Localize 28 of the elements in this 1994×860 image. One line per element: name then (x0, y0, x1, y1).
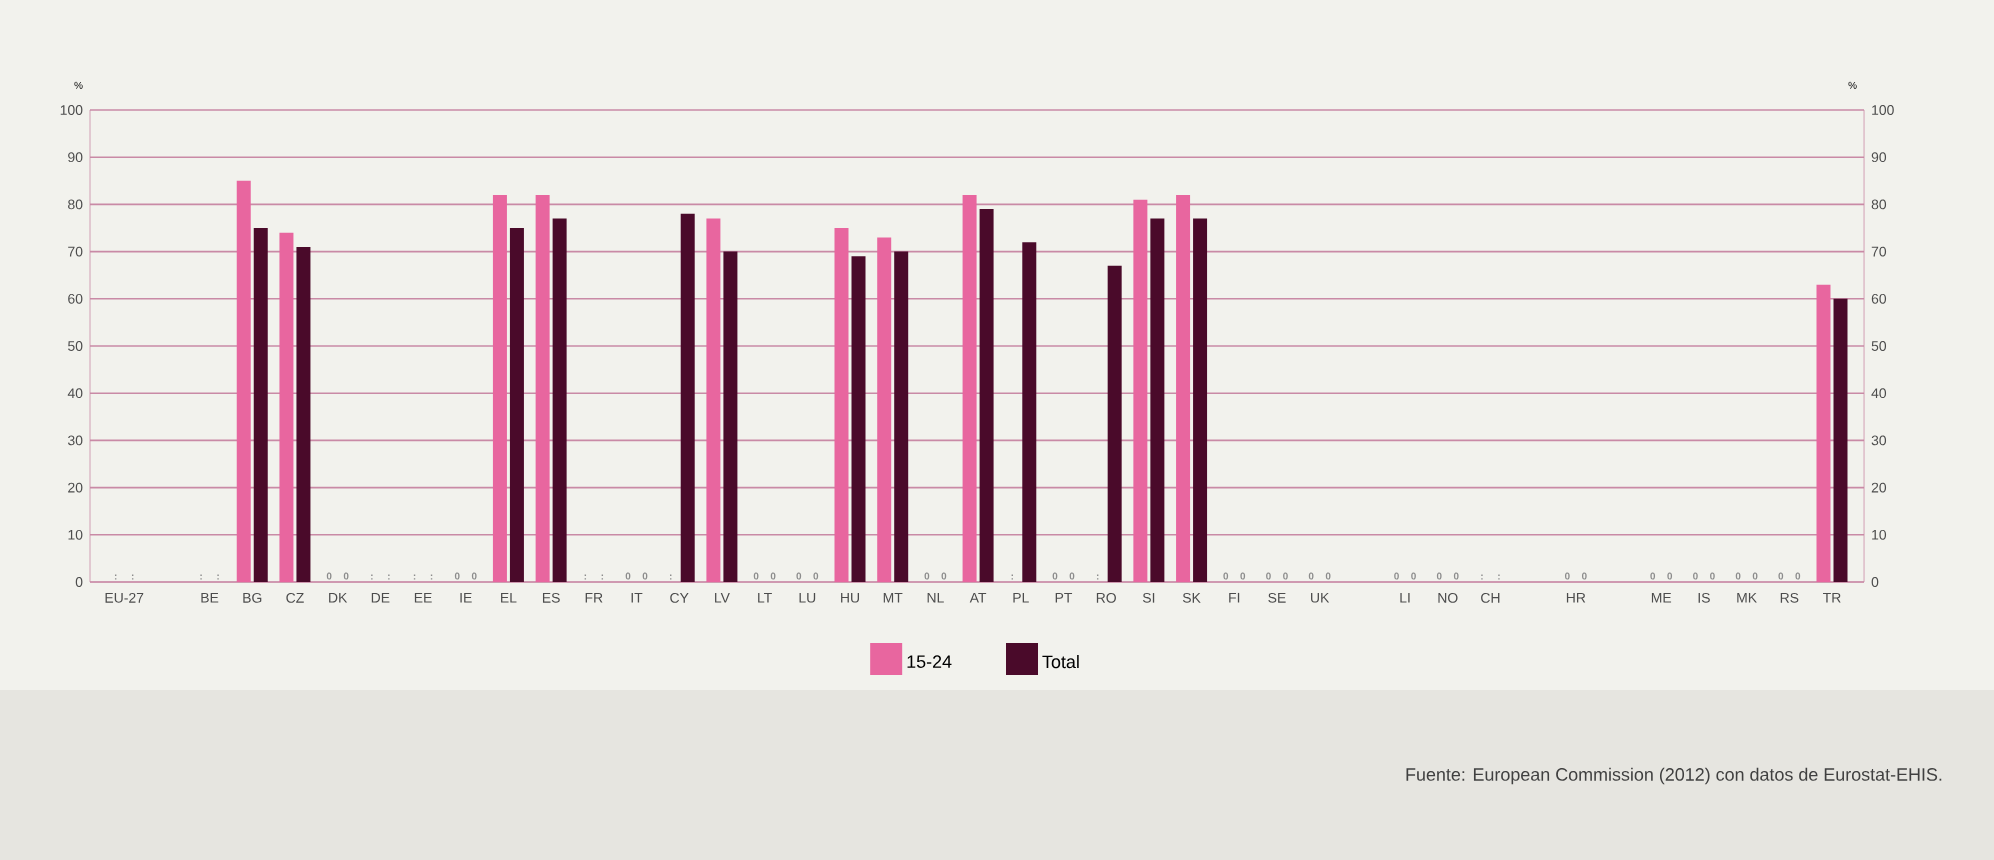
bar (552, 218, 567, 582)
bar (680, 213, 695, 582)
bar (1833, 298, 1848, 582)
bar (851, 256, 866, 582)
bar (296, 246, 311, 582)
bar (1022, 242, 1037, 582)
bar (1816, 284, 1831, 582)
bar (706, 218, 721, 582)
bar (1176, 194, 1191, 582)
bar (1193, 218, 1208, 582)
bar (509, 227, 524, 582)
bar (492, 194, 507, 582)
legend-label: 15-24 (907, 655, 952, 668)
source-note: Fuente: European Commission (2012) con datos de Eurostat-EHIS. (1406, 767, 1942, 785)
bar (962, 194, 977, 582)
bar (1107, 265, 1122, 582)
legend-label: Total (1042, 655, 1079, 669)
bar (894, 251, 909, 582)
bar (834, 227, 849, 582)
bar (1133, 199, 1148, 582)
bar (535, 194, 550, 582)
bar (253, 227, 268, 582)
bar (979, 209, 994, 582)
bar (877, 237, 892, 582)
bar (279, 232, 294, 582)
bar (1150, 218, 1165, 582)
bar (723, 251, 738, 582)
bar (236, 180, 251, 582)
